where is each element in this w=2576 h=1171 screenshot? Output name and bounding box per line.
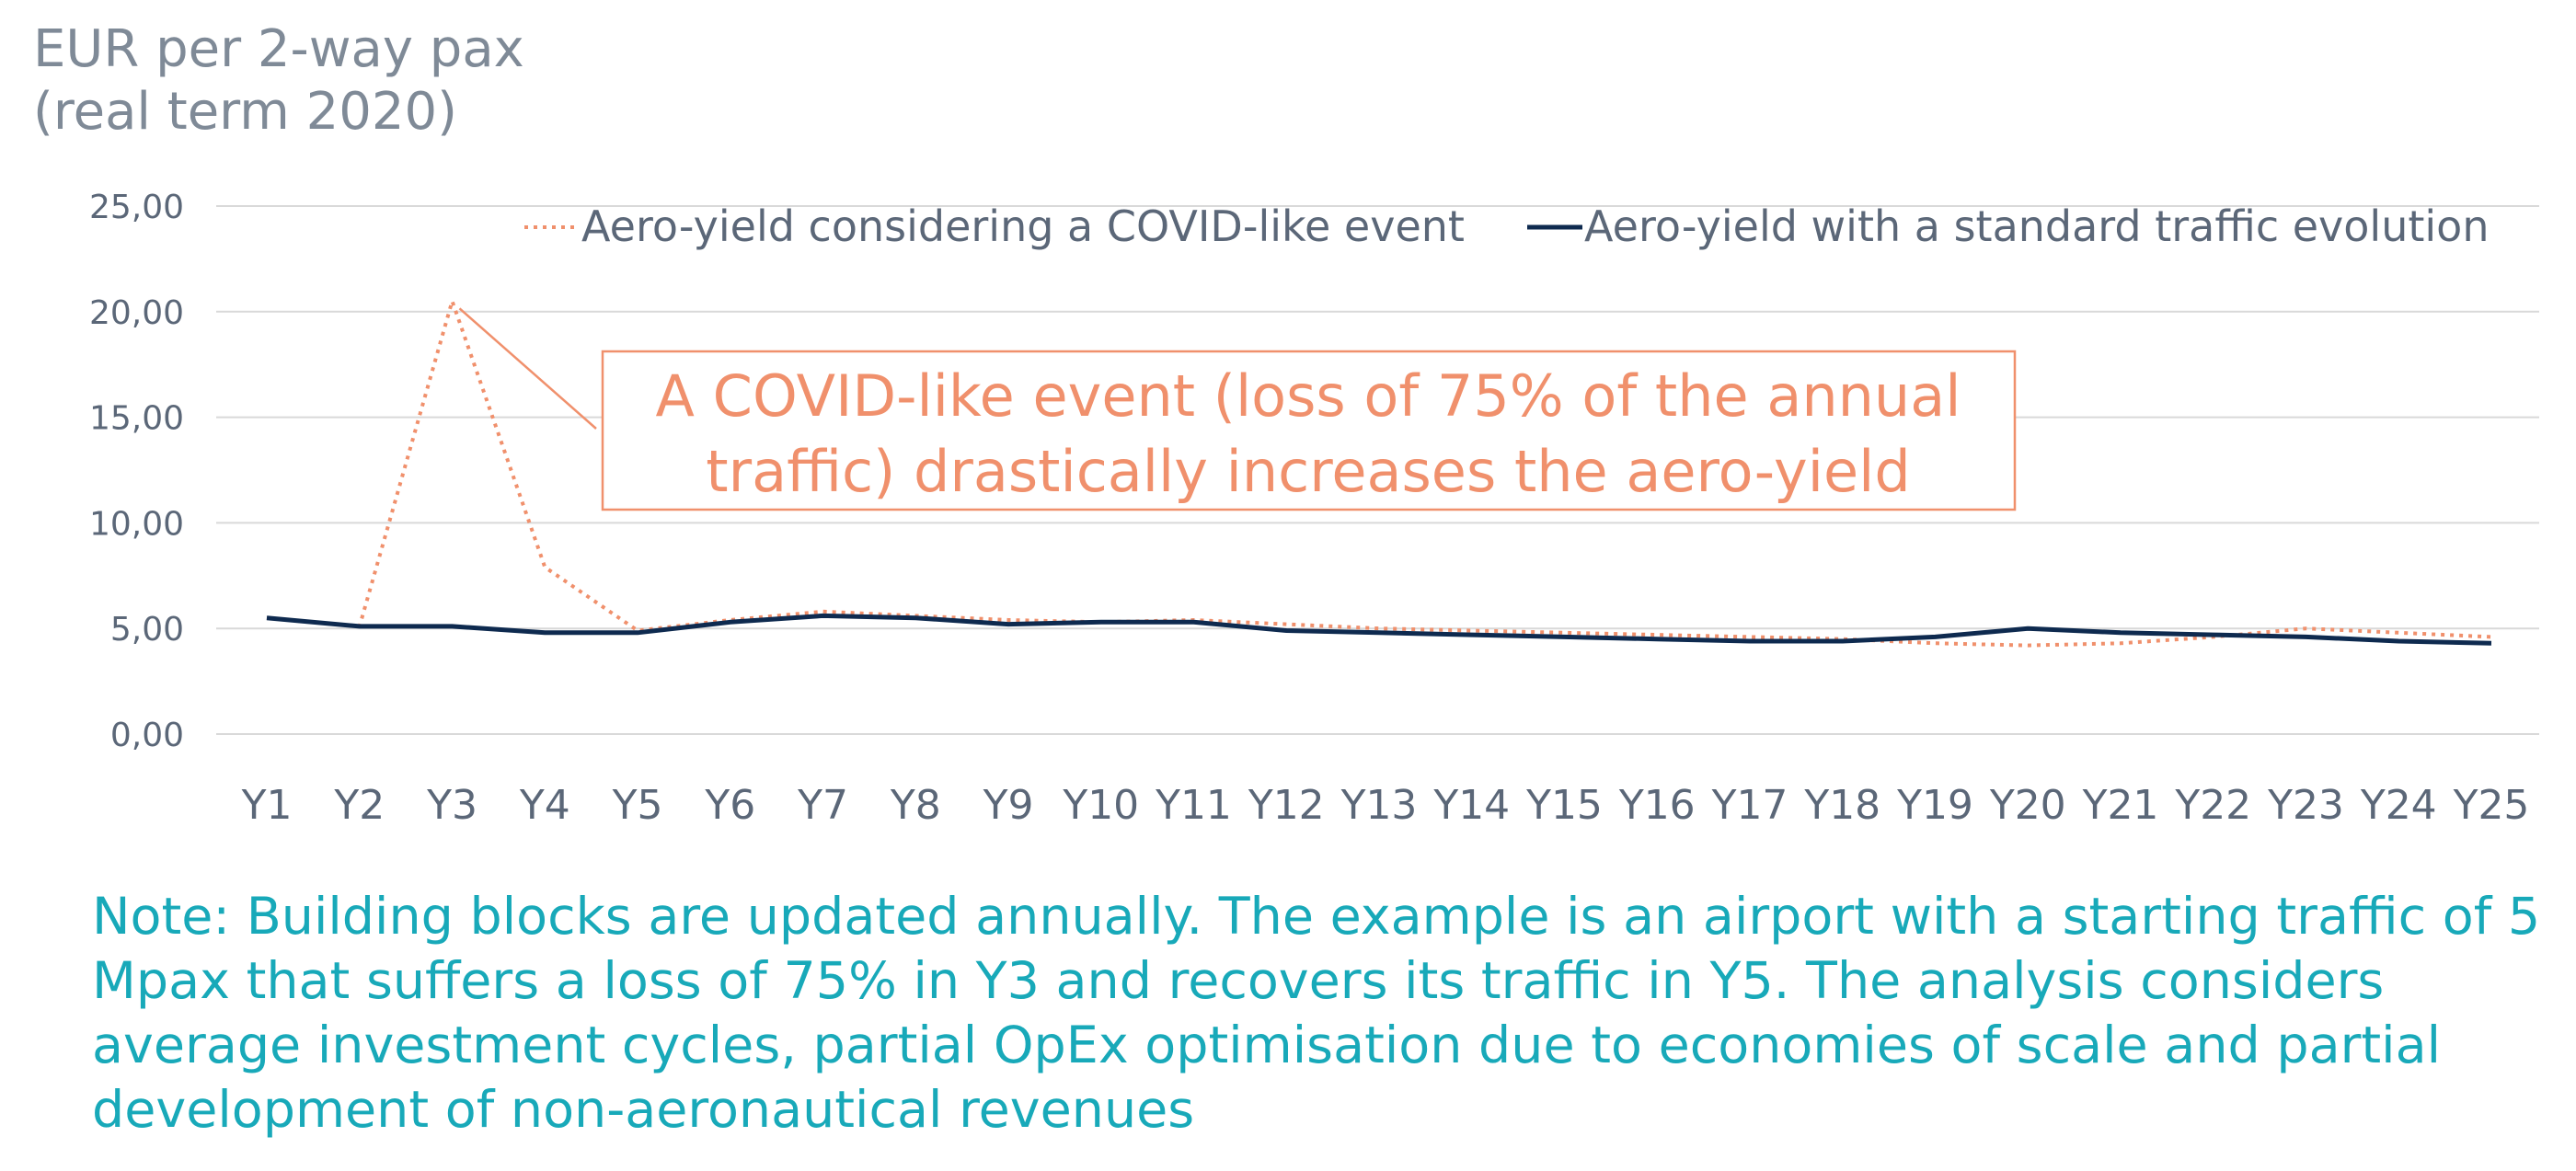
x-tick-label-y19: Y19 [1896,782,1973,829]
x-tick-label-y16: Y16 [1618,782,1696,829]
y-tick-label-3: 15,00 [89,400,184,438]
annotation-callout: A COVID-like event (loss of 75% of the a… [458,307,2017,511]
annotation-leader-line [458,307,597,430]
x-tick-label-y7: Y7 [797,782,848,829]
x-tick-label-y17: Y17 [1711,782,1788,829]
annotation-box [601,350,2017,511]
y-axis-title-line-1: EUR per 2-way pax [33,19,524,79]
x-tick-label-y13: Y13 [1340,782,1418,829]
x-tick-label-y8: Y8 [890,782,941,829]
x-tick-label-y21: Y21 [2082,782,2159,829]
y-tick-label-5: 25,00 [89,189,184,226]
y-tick-label-2: 10,00 [89,505,184,543]
legend-label-2: Aero-yield with a standard traffic evolu… [1584,201,2489,251]
x-tick-label-y22: Y22 [2174,782,2251,829]
y-tick-labels: 0,00 5,00 10,00 15,00 20,00 25,00 [89,189,184,754]
grid-lines [216,205,2539,735]
x-tick-label-y5: Y5 [612,782,663,829]
x-tick-label-y2: Y2 [333,782,385,829]
x-tick-label-y23: Y23 [2267,782,2344,829]
annotation-text-line-2: traffic) drastically increases the aero-… [706,438,1910,505]
y-tick-label-4: 20,00 [89,294,184,332]
x-tick-label-y25: Y25 [2453,782,2530,829]
series-line-2 [266,613,2492,646]
x-tick-label-y20: Y20 [1989,782,2066,829]
y-axis-title: EUR per 2-way pax (real term 2020) [33,18,524,144]
x-tick-label-y24: Y24 [2360,782,2437,829]
legend-label-1: Aero-yield considering a COVID-like even… [581,201,1465,251]
x-tick-label-y10: Y10 [1062,782,1139,829]
series-lines [266,299,2492,648]
series-line-1 [266,299,2492,648]
legend: Aero-yield considering a COVID-like even… [524,201,2489,251]
x-tick-label-y1: Y1 [241,782,293,829]
y-axis-title-line-2: (real term 2020) [33,82,457,142]
x-tick-label-y6: Y6 [704,782,755,829]
x-tick-label-y3: Y3 [426,782,477,829]
x-tick-label-y18: Y18 [1803,782,1880,829]
x-tick-label-y4: Y4 [519,782,570,829]
x-tick-label-y12: Y12 [1248,782,1325,829]
x-tick-label-y11: Y11 [1155,782,1232,829]
x-tick-labels: Y1 Y2 Y3 Y4 Y5 Y6 Y7 Y8 Y9 Y10 Y11 Y12 Y13 Y14 Y15 Y16 Y… [241,782,2530,829]
chart-note: Note: Building blocks are updated annual… [92,887,2541,1140]
x-tick-label-y14: Y14 [1432,782,1510,829]
x-tick-label-y9: Y9 [983,782,1034,829]
annotation-text-line-1: A COVID-like event (loss of 75% of the a… [656,362,1961,430]
y-tick-label-0: 0,00 [110,717,184,754]
y-tick-label-1: 5,00 [110,611,184,649]
x-tick-label-y15: Y15 [1525,782,1603,829]
